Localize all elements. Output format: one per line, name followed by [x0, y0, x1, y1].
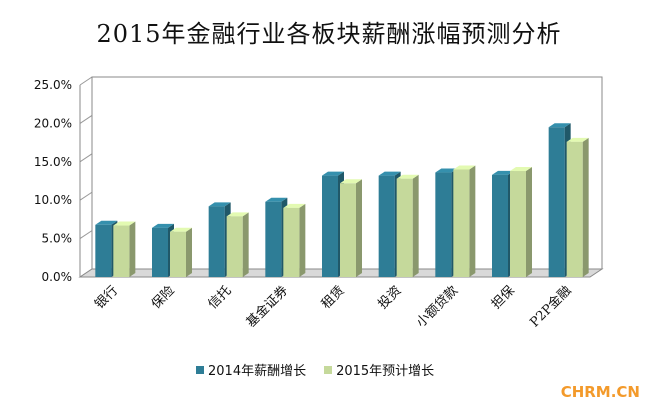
bar-2015-7: [510, 167, 532, 277]
bar-front: [566, 141, 583, 277]
y-axis-ticks: 0.0% 5.0% 10.0% 15.0% 20.0% 25.0%: [34, 78, 72, 284]
bar-front: [378, 175, 395, 277]
x-tick-label: 基金证券: [243, 283, 291, 331]
bar-front: [510, 171, 526, 277]
legend-label-2015: 2015年预计增长: [336, 364, 435, 379]
bar-side: [526, 167, 532, 277]
bar-2015-1: [170, 227, 192, 277]
bar-top: [510, 167, 532, 172]
bar-side: [242, 212, 249, 277]
bar-2015-2: [226, 212, 249, 277]
bar-top: [435, 168, 458, 173]
x-tick-label: 小额贷款: [414, 283, 461, 330]
bar-front: [113, 225, 130, 277]
bar-top: [226, 212, 249, 217]
bar-top: [170, 227, 192, 232]
bar-top: [265, 197, 288, 202]
bar-2015-3: [283, 203, 306, 277]
bar-top: [208, 202, 231, 207]
bar-top: [113, 221, 136, 226]
bar-side: [129, 221, 136, 277]
bar-front: [152, 227, 168, 277]
bar-front: [396, 178, 413, 277]
legend-item-2014: 2014年薪酬增长: [196, 360, 306, 379]
bar-2015-6: [453, 165, 476, 277]
bar-top: [378, 171, 401, 176]
bar-front: [322, 175, 338, 277]
bar-front: [208, 206, 225, 277]
y-tick-label: 0.0%: [42, 270, 73, 284]
x-tick-label: 保险: [149, 283, 178, 312]
chart-title: 2015年金融行业各板块薪酬涨幅预测分析: [96, 20, 562, 48]
bar-top: [95, 220, 118, 225]
bar-front: [492, 174, 508, 277]
legend-item-2015: 2015年预计增长: [324, 360, 434, 379]
bar-front: [340, 183, 356, 277]
bar-2015-0: [113, 221, 136, 277]
watermark-text: CHRM.CN: [560, 383, 640, 401]
bar-top: [548, 123, 571, 128]
bar-front: [170, 231, 186, 277]
bar-front: [548, 127, 565, 278]
legend-swatch-2014: [196, 365, 204, 374]
bar-top: [566, 137, 589, 142]
x-axis-labels: 银行 保险 信托 基金证券 租赁 投资 小额贷款 担保 P2P金融: [92, 283, 574, 331]
bar-front: [283, 207, 300, 277]
bar-top: [492, 170, 514, 175]
y-tick-label: 20.0%: [34, 116, 72, 130]
bar-side: [299, 203, 306, 277]
bar-2015-8: [566, 137, 589, 277]
x-tick-label: 银行: [92, 283, 121, 312]
y-tick-label: 5.0%: [42, 232, 73, 246]
x-tick-label: 租赁: [319, 283, 348, 312]
bar-side: [356, 179, 362, 277]
bar-2015-4: [340, 179, 362, 277]
x-tick-label: 投资: [375, 283, 405, 313]
bar-top: [396, 174, 419, 179]
bar-side: [469, 165, 476, 277]
bar-side: [412, 174, 419, 277]
legend: 2014年薪酬增长 2015年预计增长: [196, 360, 434, 379]
bar-side: [582, 137, 589, 277]
bar-front: [265, 201, 282, 277]
bar-2015-5: [396, 174, 419, 277]
bar-front: [95, 224, 112, 277]
bar-front: [435, 172, 452, 277]
y-tick-label: 25.0%: [34, 78, 72, 92]
x-tick-label: P2P金融: [527, 283, 575, 331]
bar-top: [322, 171, 344, 176]
bar-front: [226, 216, 243, 277]
bars: [95, 123, 589, 278]
y-tick-label: 10.0%: [34, 193, 72, 207]
bar-top: [453, 165, 476, 170]
bar-side: [186, 227, 192, 277]
bar-front: [453, 169, 470, 277]
x-tick-label: 担保: [489, 283, 518, 312]
bar-top: [340, 179, 362, 184]
bar-top: [283, 203, 306, 208]
legend-label-2014: 2014年薪酬增长: [208, 364, 307, 379]
legend-swatch-2015: [324, 365, 333, 374]
y-tick-label: 15.0%: [34, 155, 72, 169]
bar-top: [152, 223, 174, 228]
x-tick-label: 信托: [205, 283, 234, 312]
